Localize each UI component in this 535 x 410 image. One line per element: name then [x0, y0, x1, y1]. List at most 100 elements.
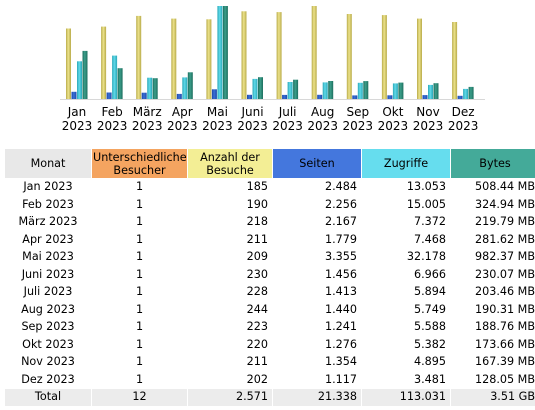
header-pages: Seiten: [273, 149, 361, 178]
row-month: März 2023: [18, 215, 78, 229]
bar-bytes: [117, 68, 123, 99]
header-month: Monat: [5, 149, 91, 178]
x-tick-month: Mai: [207, 105, 228, 119]
row-visits: 185: [246, 180, 268, 194]
x-tick-month: Juli: [278, 105, 297, 119]
bar-hits: [112, 55, 118, 99]
row-hits: 3.481: [413, 372, 446, 386]
bar-bytes: [258, 77, 263, 99]
bar-visits: [276, 12, 282, 100]
bar-hits: [287, 82, 293, 99]
bar-visits: [417, 18, 422, 100]
row-visits: 209: [246, 250, 268, 264]
bar-visits: [136, 15, 142, 99]
header-hits: Zugriffe: [362, 149, 450, 178]
row-visits: 220: [246, 337, 268, 351]
row-pages: 1.354: [324, 355, 357, 369]
bar-pages: [141, 92, 147, 99]
bar-visits: [311, 6, 317, 99]
x-tick-year: 2023: [272, 119, 303, 133]
table-row: Aug 2023 1 244 1.440 5.749 190.31 MB: [5, 302, 535, 319]
bar-hits: [463, 88, 469, 99]
bar-pages: [352, 95, 358, 99]
bar-pages: [71, 91, 77, 99]
row-month: Juni 2023: [21, 267, 75, 281]
row-visits: 228: [246, 285, 268, 299]
table-row: Apr 2023 1 211 1.779 7.468 281.62 MB: [5, 232, 535, 249]
row-visits: 218: [246, 215, 268, 229]
x-tick-month: Jan: [67, 105, 87, 119]
row-pages: 1.241: [324, 320, 357, 334]
row-unique-visitors: 1: [135, 320, 144, 334]
bar-bytes: [328, 81, 334, 99]
x-tick-month: Nov: [416, 105, 439, 119]
row-bytes: 324.94 MB: [474, 197, 535, 211]
bar-bytes: [363, 81, 369, 99]
x-tick-month: Aug: [311, 105, 334, 119]
x-tick-year: 2023: [307, 119, 338, 133]
monthly-stats-table: Monat Unterschiedliche Besucher Anzahl d…: [4, 148, 535, 407]
row-unique-visitors: 1: [135, 232, 144, 246]
total-hits: 113.031: [362, 389, 450, 406]
x-tick-month: März: [133, 105, 162, 119]
table-row: Okt 2023 1 220 1.276 5.382 173.66 MB: [5, 337, 535, 354]
bar-bytes: [433, 83, 439, 99]
x-tick-month: Okt: [382, 105, 403, 119]
row-unique-visitors: 1: [135, 372, 144, 386]
bar-visits: [101, 26, 107, 100]
bar-pages: [106, 92, 112, 99]
bar-visits: [346, 14, 352, 99]
total-unique: 12: [92, 389, 187, 406]
x-tick-year: 2023: [167, 119, 198, 133]
row-bytes: 167.39 MB: [474, 355, 535, 369]
monthly-history-chart: Jan2023Feb2023März2023Apr2023Mai2023Juni…: [60, 6, 485, 133]
bar-bytes: [187, 72, 193, 99]
row-hits: 5.894: [413, 285, 446, 299]
bar-hits: [252, 78, 258, 99]
row-pages: 1.779: [324, 232, 357, 246]
bar-pages: [387, 95, 393, 99]
x-tick-year: 2023: [343, 119, 374, 133]
bar-pages: [422, 95, 428, 99]
row-unique-visitors: 1: [135, 337, 144, 351]
bar-bytes: [293, 79, 299, 99]
bar-hits: [77, 61, 82, 99]
table-row: Feb 2023 1 190 2.256 15.005 324.94 MB: [5, 197, 535, 214]
bar-pages: [176, 93, 182, 99]
bar-hits: [147, 77, 153, 99]
table-row: Juli 2023 1 228 1.413 5.894 203.46 MB: [5, 284, 535, 301]
row-hits: 5.382: [413, 337, 446, 351]
bar-hits: [357, 82, 363, 99]
row-hits: 6.966: [413, 267, 446, 281]
bar-visits: [206, 19, 212, 99]
row-hits: 4.895: [413, 355, 446, 369]
row-bytes: 188.76 MB: [474, 320, 535, 334]
bar-hits: [217, 6, 223, 99]
row-pages: 2.167: [324, 215, 357, 229]
row-bytes: 190.31 MB: [474, 302, 535, 316]
row-month: Feb 2023: [22, 197, 74, 211]
row-visits: 190: [246, 197, 268, 211]
row-unique-visitors: 1: [135, 267, 144, 281]
bar-bytes: [468, 86, 474, 99]
row-month: Apr 2023: [22, 232, 74, 246]
x-tick-year: 2023: [237, 119, 268, 133]
row-month: Sep 2023: [21, 320, 75, 334]
row-pages: 1.117: [324, 372, 357, 386]
bar-bytes: [222, 6, 228, 99]
row-pages: 3.355: [324, 250, 357, 264]
row-month: Mai 2023: [22, 250, 74, 264]
bar-hits: [428, 84, 433, 99]
row-unique-visitors: 1: [135, 250, 144, 264]
x-tick-year: 2023: [378, 119, 409, 133]
header-visits: Anzahl der Besuche: [188, 149, 272, 178]
row-hits: 7.372: [413, 215, 446, 229]
row-month: Jan 2023: [23, 180, 73, 194]
